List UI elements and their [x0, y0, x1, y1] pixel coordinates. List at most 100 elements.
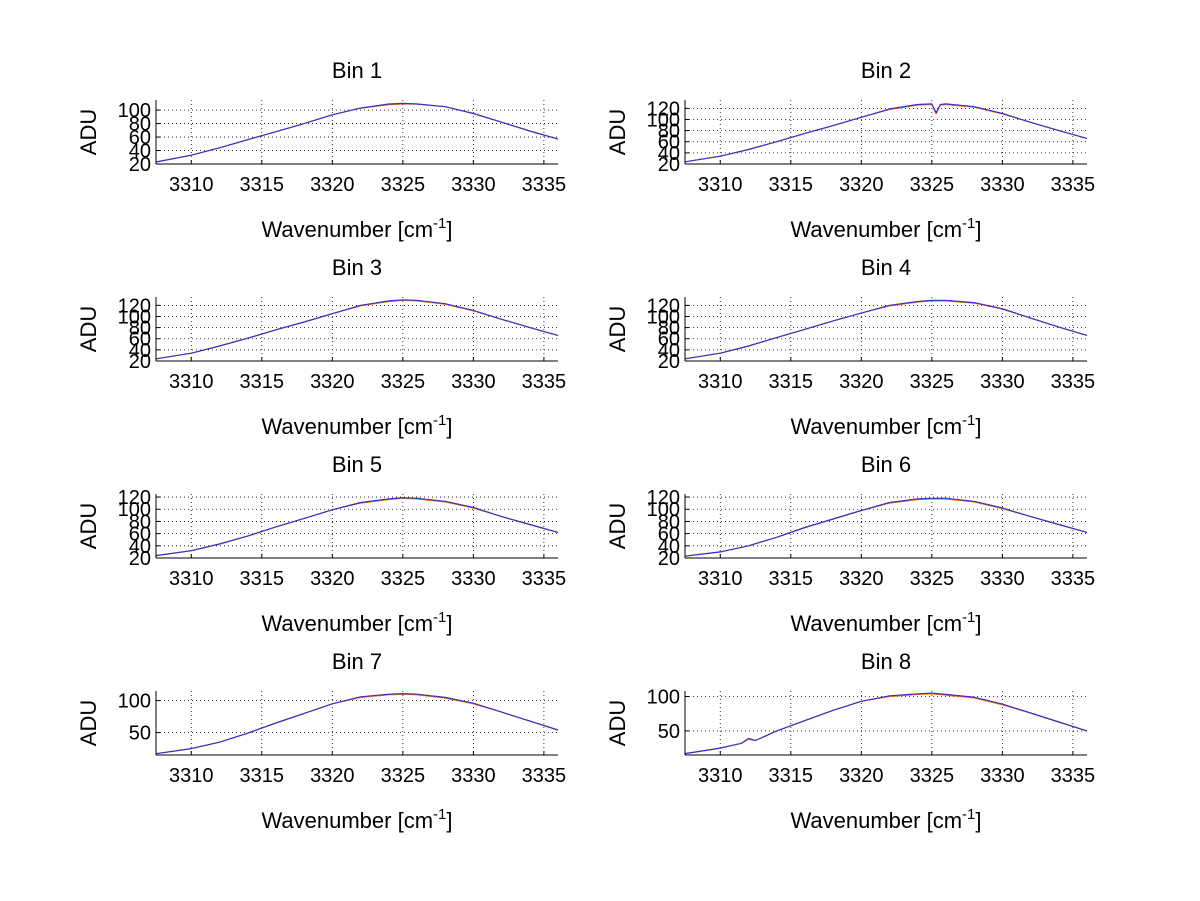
plot-area: [156, 100, 558, 164]
x-tick-label: 3335: [522, 174, 567, 196]
y-axis-label: ADU: [76, 109, 101, 155]
x-tick-label: 3325: [910, 174, 955, 196]
x-tick-label: 3330: [980, 568, 1025, 590]
x-tick-label: 3315: [769, 765, 814, 787]
y-tick-label: 40: [658, 536, 680, 558]
x-axis-label-superscript: -1: [962, 806, 975, 823]
subplot-bin-5: Bin 5 3310 3315 3320 3325 3330 3335 20406080100…: [76, 452, 566, 636]
x-axis-label-main: Wavenumber [cm: [261, 611, 433, 636]
y-axis-label: ADU: [605, 109, 630, 155]
y-tick-label: 40: [129, 141, 151, 163]
x-axis-label: Wavenumber [cm-1]: [790, 806, 981, 833]
y-tick-label: 60: [658, 524, 680, 546]
x-tick-label: 3325: [910, 371, 955, 393]
y-tick-label: 120: [647, 487, 680, 509]
plot-area: [685, 691, 1087, 755]
y-tick-label: 120: [118, 295, 151, 317]
y-tick-label: 100: [118, 100, 151, 122]
data-series-line-2: [155, 299, 559, 360]
y-tick-label: 100: [647, 109, 680, 131]
y-tick-label: 20: [658, 548, 680, 570]
x-tick-label: 3325: [910, 568, 955, 590]
y-tick-label: 40: [129, 340, 151, 362]
subplot-title: Bin 6: [861, 452, 911, 477]
y-axis-label: ADU: [76, 700, 101, 746]
y-tick-label: 100: [647, 306, 680, 328]
y-axis-label: ADU: [605, 306, 630, 352]
x-tick-label: 3325: [381, 568, 426, 590]
plot-area: [685, 297, 1087, 361]
x-axis-label-main: Wavenumber [cm: [790, 808, 962, 833]
x-tick-label: 3330: [451, 371, 496, 393]
x-axis-label-bracket: ]: [975, 611, 981, 636]
y-tick-label: 120: [118, 487, 151, 509]
x-axis-label: Wavenumber [cm-1]: [790, 609, 981, 636]
y-tick-label: 100: [647, 499, 680, 521]
x-axis-label-superscript: -1: [962, 609, 975, 626]
subplot-title: Bin 8: [861, 649, 911, 674]
subplot-title: Bin 3: [332, 255, 382, 280]
x-tick-label: 3320: [839, 765, 884, 787]
x-axis-label-superscript: -1: [433, 806, 446, 823]
y-tick-label: 20: [658, 351, 680, 373]
subplot-title: Bin 4: [861, 255, 911, 280]
x-axis-label-superscript: -1: [433, 215, 446, 232]
x-tick-label: 3315: [240, 568, 285, 590]
x-tick-label: 3320: [839, 174, 884, 196]
x-tick-label: 3335: [1051, 371, 1096, 393]
x-tick-label: 3330: [451, 568, 496, 590]
subplot-bin-8: Bin 8 3310 3315 3320 3325 3330 3335 50 100 ADU Wav…: [605, 649, 1095, 833]
y-tick-label: 20: [129, 351, 151, 373]
x-axis-label: Wavenumber [cm-1]: [790, 215, 981, 242]
x-axis-label-superscript: -1: [962, 215, 975, 232]
y-tick-label: 50: [658, 721, 680, 743]
y-tick-label: 40: [658, 340, 680, 362]
x-tick-label: 3320: [310, 174, 355, 196]
x-axis-label-bracket: ]: [446, 217, 452, 242]
y-axis-label: ADU: [76, 503, 101, 549]
x-axis-label-superscript: -1: [433, 609, 446, 626]
x-axis-label-main: Wavenumber [cm: [790, 217, 962, 242]
y-tick-label: 60: [129, 329, 151, 351]
x-axis-label: Wavenumber [cm-1]: [261, 215, 452, 242]
x-tick-label: 3310: [698, 371, 743, 393]
y-tick-label: 80: [129, 318, 151, 340]
y-tick-label: 40: [129, 536, 151, 558]
plot-area: [156, 297, 558, 361]
x-axis-label-main: Wavenumber [cm: [261, 808, 433, 833]
y-tick-label: 80: [129, 511, 151, 533]
x-tick-label: 3325: [381, 174, 426, 196]
x-axis-label-main: Wavenumber [cm: [261, 414, 433, 439]
subplot-bin-6: Bin 6 3310 3315 3320 3325 3330 3335 20406080100…: [605, 452, 1095, 636]
y-tick-label: 60: [658, 132, 680, 154]
x-tick-label: 3320: [310, 371, 355, 393]
y-tick-label: 60: [658, 329, 680, 351]
y-axis-label: ADU: [605, 700, 630, 746]
x-axis-label-bracket: ]: [975, 414, 981, 439]
x-tick-label: 3320: [839, 371, 884, 393]
x-tick-label: 3335: [1051, 568, 1096, 590]
y-tick-label: 80: [658, 121, 680, 143]
y-tick-label: 20: [129, 548, 151, 570]
x-tick-label: 3315: [769, 174, 814, 196]
x-tick-label: 3325: [381, 371, 426, 393]
x-tick-label: 3330: [980, 765, 1025, 787]
plot-area: [156, 494, 558, 558]
x-axis-label: Wavenumber [cm-1]: [261, 609, 452, 636]
x-tick-label: 3335: [522, 568, 567, 590]
data-series-line-2: [684, 299, 1088, 360]
subplot-title: Bin 2: [861, 58, 911, 83]
y-axis-label: ADU: [605, 503, 630, 549]
y-tick-label: 120: [647, 295, 680, 317]
y-tick-label: 80: [658, 318, 680, 340]
x-tick-label: 3310: [698, 174, 743, 196]
x-tick-label: 3315: [240, 765, 285, 787]
x-axis-label-superscript: -1: [433, 412, 446, 429]
y-tick-label: 50: [129, 723, 151, 745]
x-axis-label-superscript: -1: [962, 412, 975, 429]
y-tick-label: 60: [129, 127, 151, 149]
x-tick-label: 3320: [839, 568, 884, 590]
plot-area: [156, 691, 558, 755]
y-tick-label: 20: [658, 154, 680, 176]
x-tick-label: 3315: [240, 371, 285, 393]
